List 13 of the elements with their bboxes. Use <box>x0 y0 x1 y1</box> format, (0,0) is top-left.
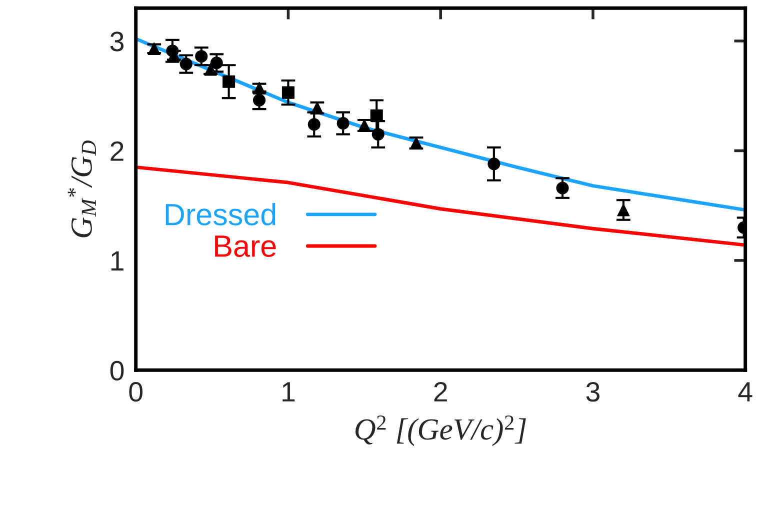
legend-label: Dressed <box>166 202 276 226</box>
x-tick-label: 1 <box>282 382 295 402</box>
x-tick-label: 0 <box>129 382 142 402</box>
y-tick-label: 0 <box>110 360 124 381</box>
legend-label: Bare <box>215 236 276 257</box>
x-tick-label: 2 <box>434 382 447 402</box>
y-tick-label: 2 <box>110 141 124 161</box>
y-tick-label: 1 <box>111 251 124 271</box>
y-axis-title: G$_{M}$$^{*}$/G$_{D}$ <box>68 140 96 238</box>
x-tick-label: 4 <box>738 382 752 402</box>
x-tick-label: 3 <box>586 382 600 402</box>
y-tick-label: 3 <box>110 32 124 52</box>
x-axis-title: Q$^{2}$ [(GeV/c)$^{2}$] <box>356 416 526 446</box>
